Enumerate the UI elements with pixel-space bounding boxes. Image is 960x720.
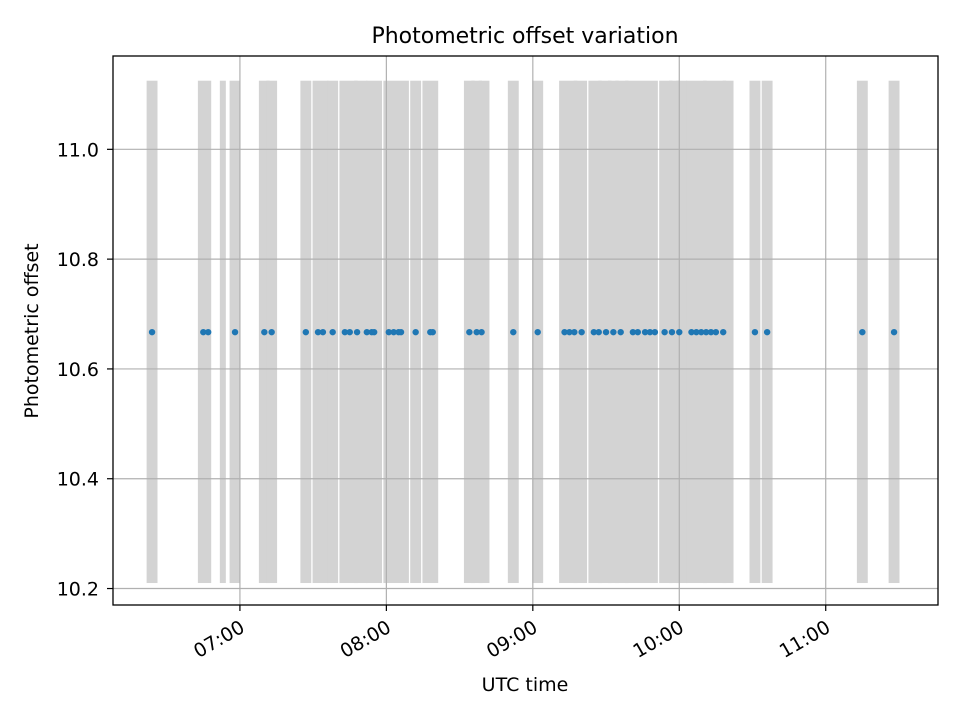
data-point <box>478 328 485 336</box>
chart-title: Photometric offset variation <box>371 24 678 49</box>
data-point <box>859 328 866 336</box>
data-point <box>370 328 378 336</box>
data-point <box>661 328 668 336</box>
data-point <box>363 328 371 336</box>
data-point <box>319 328 327 336</box>
exposure-band <box>722 80 734 584</box>
y-tick-label: 10.6 <box>57 359 99 381</box>
data-point <box>629 328 637 336</box>
data-point <box>668 328 676 336</box>
data-point <box>473 328 480 336</box>
data-point <box>390 328 397 336</box>
exposure-band <box>219 80 226 584</box>
data-point <box>698 328 705 336</box>
data-point <box>646 328 654 336</box>
data-point <box>688 328 695 336</box>
data-point <box>751 328 759 336</box>
y-axis-label: Photometric offset <box>21 243 43 418</box>
data-point <box>890 328 898 336</box>
data-point <box>346 328 353 336</box>
data-point <box>610 328 617 336</box>
x-axis-label: UTC time <box>482 674 569 696</box>
data-point <box>353 328 361 336</box>
data-point <box>534 328 541 336</box>
data-point <box>329 328 336 336</box>
data-point <box>412 328 419 336</box>
data-point <box>148 328 156 336</box>
data-point <box>595 328 602 336</box>
data-point <box>634 328 641 336</box>
data-point <box>651 328 659 336</box>
data-point <box>561 328 568 336</box>
data-point <box>397 328 405 336</box>
data-point <box>571 328 578 336</box>
y-tick-label: 11.0 <box>57 139 99 161</box>
data-point <box>341 328 349 336</box>
data-point <box>429 328 436 336</box>
data-point <box>602 328 610 336</box>
data-point <box>268 328 275 336</box>
data-point <box>707 328 715 336</box>
data-point <box>617 328 624 336</box>
data-point <box>702 328 710 336</box>
data-point <box>578 328 585 336</box>
data-point <box>720 328 727 336</box>
data-point <box>693 328 700 336</box>
data-point <box>712 328 720 336</box>
data-point <box>302 328 310 336</box>
data-point <box>200 328 207 336</box>
data-point <box>676 328 683 336</box>
data-point <box>314 328 322 336</box>
data-point <box>204 328 212 336</box>
data-point <box>385 328 393 336</box>
data-point <box>590 328 598 336</box>
y-axis-ticks: 10.2 10.4 10.6 10.8 11.0 <box>57 139 113 601</box>
y-tick-label: 10.2 <box>57 579 99 601</box>
data-point <box>566 328 573 336</box>
data-point <box>231 328 239 336</box>
plot-frame <box>112 55 939 606</box>
data-points <box>148 328 898 336</box>
data-point <box>763 328 771 336</box>
y-tick-label: 10.4 <box>57 469 99 491</box>
y-tick-label: 10.8 <box>57 249 99 271</box>
data-point <box>466 328 473 336</box>
exposure-band <box>354 80 368 584</box>
data-point <box>261 328 268 336</box>
data-point <box>641 328 649 336</box>
data-point <box>510 328 517 336</box>
